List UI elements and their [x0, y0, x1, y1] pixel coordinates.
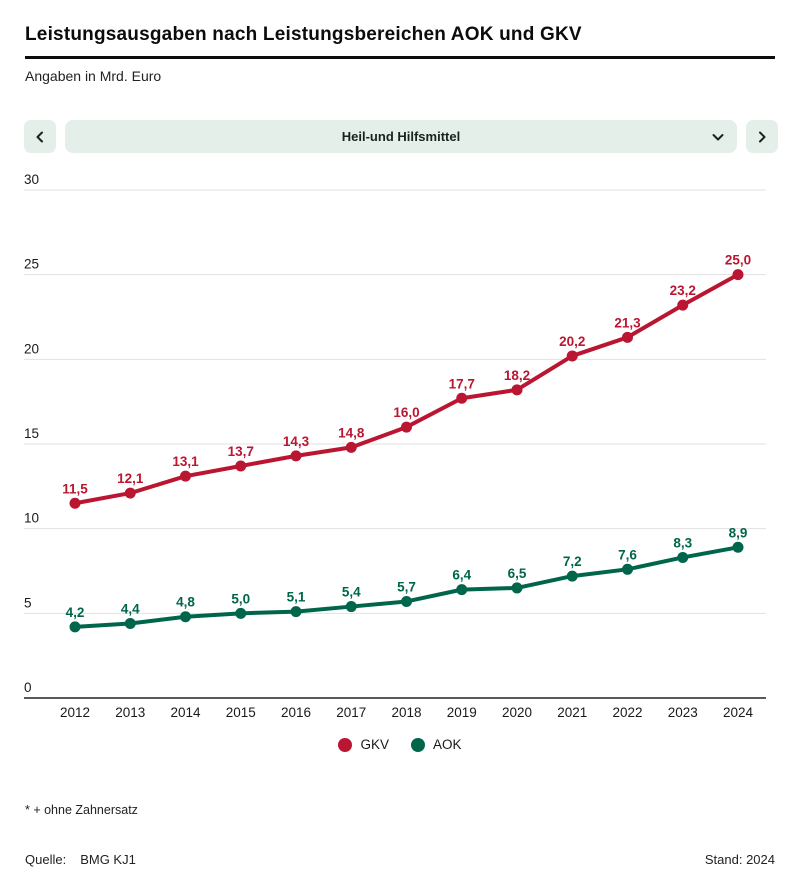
aok-data-point[interactable] — [124, 617, 136, 629]
gkv-series-dot-icon — [338, 737, 353, 752]
aok-data-point[interactable] — [566, 570, 578, 582]
gkv-data-point[interactable] — [456, 392, 468, 404]
legend-item-aok: AOK — [411, 737, 462, 752]
chart-legend: GKV AOK — [0, 737, 800, 752]
x-tick-label: 2021 — [557, 705, 587, 720]
gkv-data-point[interactable] — [732, 269, 744, 281]
gkv-data-point[interactable] — [511, 384, 523, 396]
chevron-down-icon — [711, 120, 725, 153]
aok-value-label: 5,7 — [397, 579, 416, 594]
gkv-value-label: 11,5 — [62, 481, 88, 496]
y-tick-label: 25 — [24, 257, 39, 272]
footer: Quelle: BMG KJ1 Stand: 2024 — [25, 852, 775, 867]
x-tick-label: 2014 — [170, 705, 201, 720]
y-tick-label: 0 — [24, 680, 32, 695]
gkv-value-label: 18,2 — [504, 368, 530, 383]
source-value: BMG KJ1 — [80, 852, 136, 867]
legend-label-aok: AOK — [433, 737, 462, 752]
gkv-data-point[interactable] — [290, 450, 302, 462]
chart-subtitle: Angaben in Mrd. Euro — [25, 68, 162, 84]
y-tick-label: 5 — [24, 595, 32, 610]
aok-data-point[interactable] — [69, 621, 81, 633]
gkv-value-label: 13,7 — [228, 444, 254, 459]
next-category-button[interactable] — [746, 120, 778, 153]
aok-value-label: 7,2 — [563, 554, 582, 569]
y-tick-label: 15 — [24, 426, 39, 441]
chevron-left-icon — [34, 131, 46, 143]
x-tick-label: 2024 — [723, 705, 754, 720]
gkv-data-point[interactable] — [677, 299, 689, 311]
aok-data-point[interactable] — [732, 541, 744, 553]
x-tick-label: 2022 — [612, 705, 642, 720]
gkv-value-label: 14,3 — [283, 434, 310, 449]
aok-value-label: 4,8 — [176, 595, 195, 610]
aok-series-dot-icon — [411, 737, 425, 752]
aok-data-point[interactable] — [235, 607, 247, 619]
chevron-right-icon — [756, 131, 768, 143]
previous-category-button[interactable] — [24, 120, 56, 153]
gkv-value-label: 13,1 — [172, 454, 199, 469]
category-dropdown[interactable]: Heil-und Hilfsmittel — [65, 120, 737, 153]
gkv-value-label: 17,7 — [449, 376, 475, 391]
aok-value-label: 8,9 — [729, 525, 748, 540]
gkv-value-label: 16,0 — [393, 405, 419, 420]
page-title: Leistungsausgaben nach Leistungsbereiche… — [25, 24, 582, 45]
gkv-data-point[interactable] — [566, 350, 578, 362]
aok-data-point[interactable] — [345, 601, 357, 613]
gkv-value-label: 12,1 — [117, 471, 144, 486]
gkv-value-label: 14,8 — [338, 425, 365, 440]
aok-value-label: 7,6 — [618, 547, 637, 562]
y-tick-label: 10 — [24, 511, 39, 526]
footnote: * + ohne Zahnersatz — [25, 803, 138, 817]
y-tick-label: 30 — [24, 172, 39, 187]
gkv-data-point[interactable] — [69, 497, 81, 509]
aok-value-label: 5,1 — [287, 590, 306, 605]
x-tick-label: 2016 — [281, 705, 311, 720]
aok-value-label: 5,0 — [231, 591, 250, 606]
aok-value-label: 6,4 — [452, 568, 471, 583]
aok-data-point[interactable] — [401, 595, 412, 607]
gkv-data-point[interactable] — [622, 331, 633, 343]
aok-value-label: 4,2 — [66, 605, 85, 620]
stand-label: Stand: 2024 — [704, 852, 775, 867]
x-tick-label: 2020 — [502, 705, 532, 720]
aok-data-point[interactable] — [180, 611, 191, 623]
gkv-data-point[interactable] — [401, 421, 412, 433]
source: Quelle: BMG KJ1 — [25, 852, 136, 867]
x-tick-label: 2013 — [115, 705, 145, 720]
aok-value-label: 8,3 — [673, 535, 692, 550]
aok-value-label: 4,4 — [121, 601, 140, 616]
x-tick-label: 2019 — [447, 705, 477, 720]
gkv-data-point[interactable] — [345, 441, 357, 453]
aok-data-point[interactable] — [290, 606, 302, 618]
x-tick-label: 2023 — [668, 705, 698, 720]
gkv-data-point[interactable] — [235, 460, 247, 472]
x-tick-label: 2012 — [60, 705, 90, 720]
x-tick-label: 2015 — [226, 705, 256, 720]
category-dropdown-label: Heil-und Hilfsmittel — [341, 129, 461, 144]
aok-data-point[interactable] — [511, 582, 523, 594]
title-underline — [25, 56, 775, 59]
aok-value-label: 6,5 — [508, 566, 527, 581]
x-tick-label: 2017 — [336, 705, 366, 720]
gkv-value-label: 20,2 — [559, 334, 585, 349]
aok-data-point[interactable] — [456, 584, 468, 596]
x-tick-label: 2018 — [391, 705, 421, 720]
gkv-value-label: 25,0 — [725, 253, 751, 268]
aok-value-label: 5,4 — [342, 585, 361, 600]
gkv-data-point[interactable] — [180, 470, 191, 482]
gkv-value-label: 23,2 — [670, 283, 696, 298]
aok-data-point[interactable] — [677, 551, 689, 563]
aok-data-point[interactable] — [622, 563, 633, 575]
legend-item-gkv: GKV — [338, 737, 389, 752]
source-label: Quelle: — [25, 852, 67, 867]
gkv-data-point[interactable] — [124, 487, 136, 499]
y-tick-label: 20 — [24, 341, 39, 356]
gkv-value-label: 21,3 — [614, 315, 641, 330]
legend-label-gkv: GKV — [360, 737, 389, 752]
